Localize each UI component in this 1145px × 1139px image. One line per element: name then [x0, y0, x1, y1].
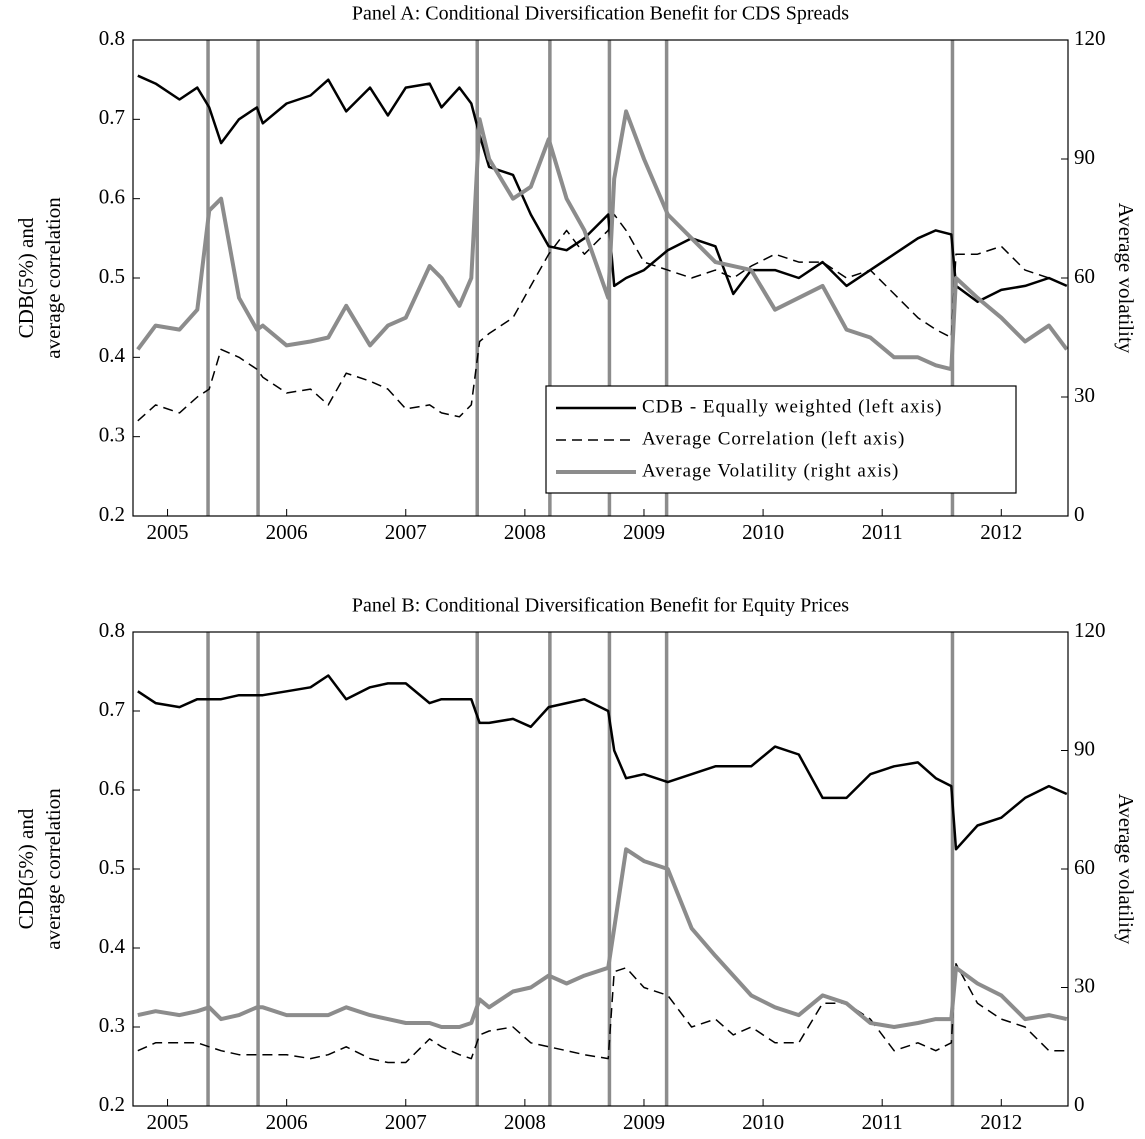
y-tick-label: 0.8 — [99, 26, 125, 50]
y-axis-label: CDB(5%) and — [14, 808, 38, 929]
y-tick-label: 0.7 — [99, 105, 125, 129]
x-tick-label: 2005 — [147, 1110, 189, 1134]
series-line — [136, 109, 1069, 372]
series-line — [137, 963, 1067, 1064]
y-tick-label: 0.4 — [99, 343, 126, 367]
y2-tick-label: 0 — [1074, 502, 1085, 526]
x-tick-label: 2010 — [742, 520, 784, 544]
series-line — [137, 847, 1068, 1029]
chart-panel: Panel B: Conditional Diversification Ben… — [14, 595, 1138, 1134]
legend: CDB - Equally weighted (left axis) Averag… — [545, 385, 1017, 494]
y-tick-label: 0.5 — [99, 855, 125, 879]
x-tick-label: 2006 — [266, 1110, 308, 1134]
x-tick-label: 2006 — [266, 520, 308, 544]
x-tick-label: 2009 — [623, 520, 665, 544]
y2-tick-label: 120 — [1074, 26, 1106, 50]
x-tick-label: 2007 — [385, 1110, 427, 1134]
y2-tick-label: 30 — [1074, 973, 1095, 997]
y-tick-label: 0.2 — [99, 502, 125, 526]
x-tick-label: 2009 — [623, 1110, 665, 1134]
series-line — [137, 213, 1068, 422]
y-tick-label: 0.7 — [99, 697, 125, 721]
y-tick-label: 0.6 — [99, 184, 125, 208]
legend-text: CDB - Equally weighted (left axis) — [642, 396, 942, 417]
x-tick-label: 2012 — [980, 520, 1022, 544]
y2-tick-label: 30 — [1074, 383, 1095, 407]
x-tick-label: 2008 — [504, 1110, 546, 1134]
y-tick-label: 0.8 — [99, 618, 125, 642]
plot-frame — [132, 631, 1069, 1107]
legend-text: Average Correlation (left axis) — [642, 428, 905, 449]
y-axis-label: average correlation — [41, 197, 65, 359]
y2-tick-label: 60 — [1074, 855, 1095, 879]
x-tick-label: 2011 — [862, 520, 903, 544]
chart-title: Panel B: Conditional Diversification Ben… — [352, 595, 849, 617]
x-tick-label: 2005 — [147, 520, 189, 544]
series-line — [137, 674, 1068, 851]
y2-tick-label: 90 — [1074, 145, 1095, 169]
y2-tick-label: 90 — [1074, 736, 1095, 760]
y-tick-label: 0.2 — [99, 1092, 125, 1116]
x-tick-label: 2008 — [504, 520, 546, 544]
y2-tick-label: 60 — [1074, 264, 1095, 288]
x-tick-label: 2010 — [742, 1110, 784, 1134]
y2-axis-label: Average volatility — [1114, 794, 1138, 945]
y-tick-label: 0.6 — [99, 776, 125, 800]
chart-title: Panel A: Conditional Diversification Ben… — [352, 3, 849, 25]
y-axis-label: CDB(5%) and — [14, 217, 38, 338]
legend-text: Average Volatility (right axis) — [642, 460, 899, 481]
chart-panel: Panel A: Conditional Diversification Ben… — [14, 3, 1138, 544]
x-tick-label: 2011 — [862, 1110, 903, 1134]
x-tick-label: 2007 — [385, 520, 427, 544]
y2-tick-label: 0 — [1074, 1092, 1085, 1116]
y2-axis-label: Average volatility — [1114, 203, 1138, 354]
y2-tick-label: 120 — [1074, 618, 1106, 642]
x-tick-label: 2012 — [980, 1110, 1022, 1134]
y-tick-label: 0.3 — [99, 1013, 125, 1037]
y-axis-label: average correlation — [41, 788, 65, 950]
y-tick-label: 0.5 — [99, 264, 125, 288]
y-tick-label: 0.4 — [99, 934, 126, 958]
series-line — [137, 74, 1068, 304]
y-tick-label: 0.3 — [99, 422, 125, 446]
